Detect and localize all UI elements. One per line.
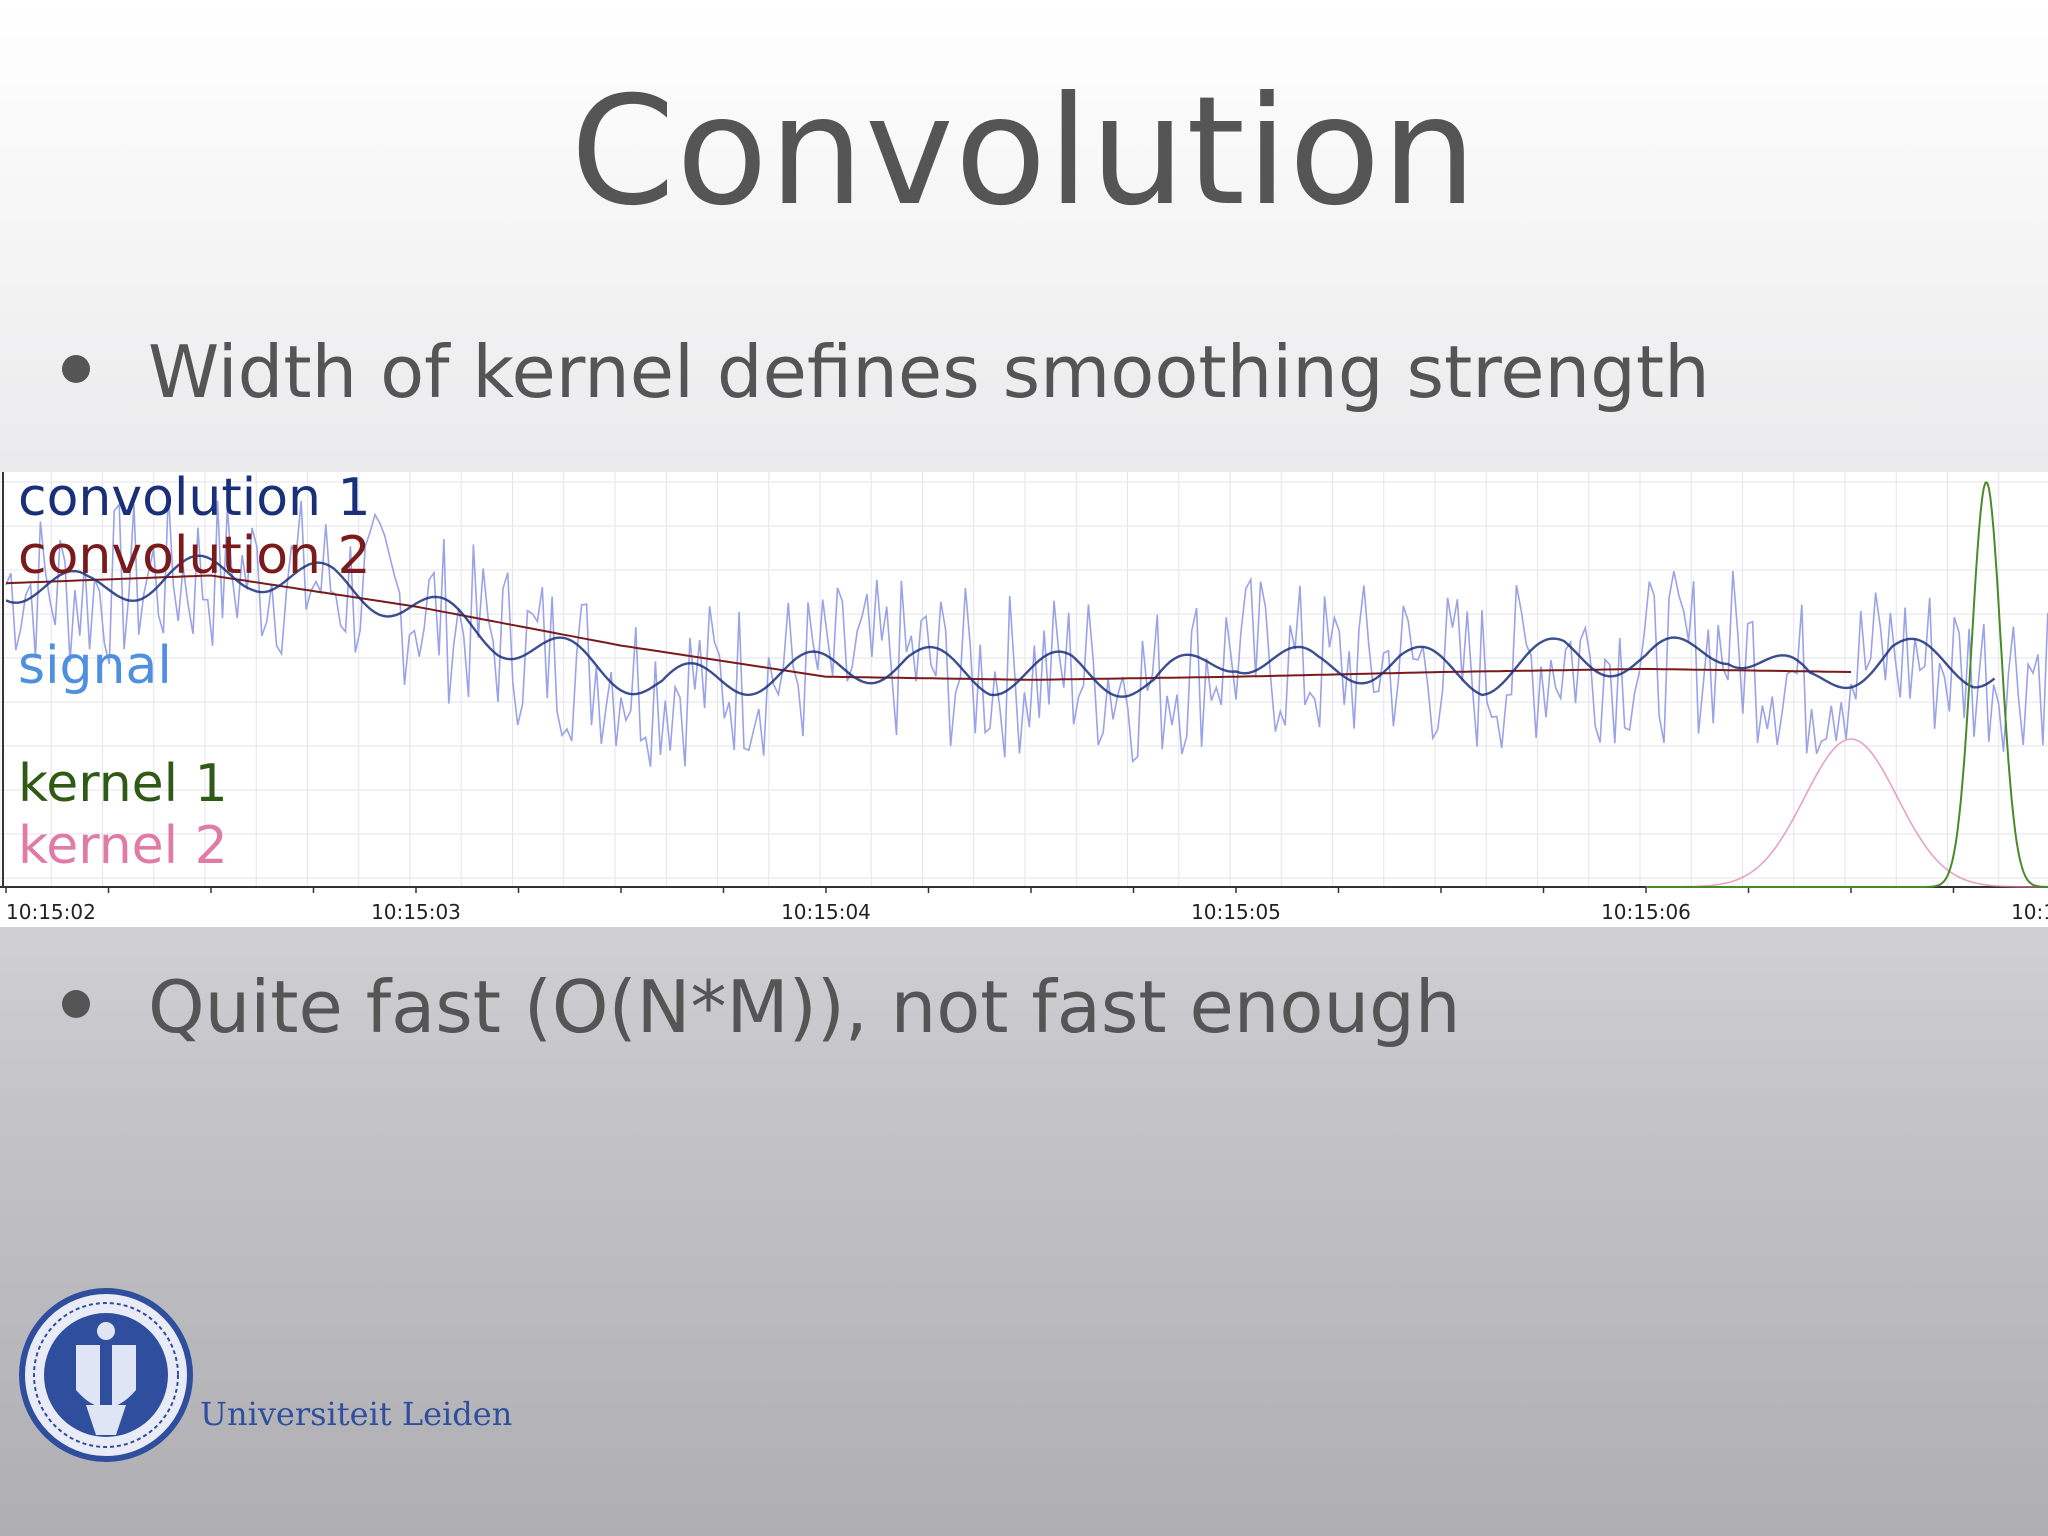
chart-panel: 10:15:02 10:15:03 10:15:04 10:15:05 10:15:06… bbox=[0, 472, 2048, 927]
x-tick-label: 10:15:03 bbox=[371, 900, 461, 924]
legend-kernel-1: kernel 1 bbox=[18, 754, 228, 814]
x-tick-label: 10:15:07 bbox=[2011, 900, 2048, 924]
kernel-2-line bbox=[1646, 738, 2048, 888]
university-seal-icon bbox=[19, 1288, 193, 1462]
slide-title: Convolution bbox=[570, 65, 1478, 239]
x-tick-label: 10:15:06 bbox=[1601, 900, 1691, 924]
legend-signal: signal bbox=[18, 636, 172, 696]
kernel-1-line bbox=[1646, 481, 2048, 888]
x-tick-label: 10:15:02 bbox=[6, 900, 96, 924]
bullet-2: Quite fast (O(N*M)), not fast enough bbox=[62, 965, 1460, 1049]
legend-convolution-1: convolution 1 bbox=[18, 468, 371, 528]
university-logo bbox=[16, 1285, 536, 1535]
legend-convolution-2: convolution 2 bbox=[18, 526, 371, 586]
bullet-dot-icon bbox=[62, 990, 90, 1019]
bullet-1: Width of kernel defines smoothing streng… bbox=[62, 330, 1710, 414]
x-tick-label: 10:15:05 bbox=[1191, 900, 1281, 924]
university-name: Universiteit Leiden bbox=[200, 1395, 513, 1433]
bullet-2-text: Quite fast (O(N*M)), not fast enough bbox=[148, 965, 1461, 1049]
x-tick-label: 10:15:04 bbox=[781, 900, 871, 924]
convolution-1-line bbox=[5, 554, 1996, 698]
convolution-2-line bbox=[5, 574, 1852, 681]
convolution-chart: 10:15:02 10:15:03 10:15:04 10:15:05 10:15:06… bbox=[0, 472, 2048, 924]
bullet-1-text: Width of kernel defines smoothing streng… bbox=[148, 330, 1710, 414]
bullet-dot-icon bbox=[62, 355, 90, 384]
legend-kernel-2: kernel 2 bbox=[18, 816, 228, 876]
signal-line bbox=[5, 492, 2048, 767]
